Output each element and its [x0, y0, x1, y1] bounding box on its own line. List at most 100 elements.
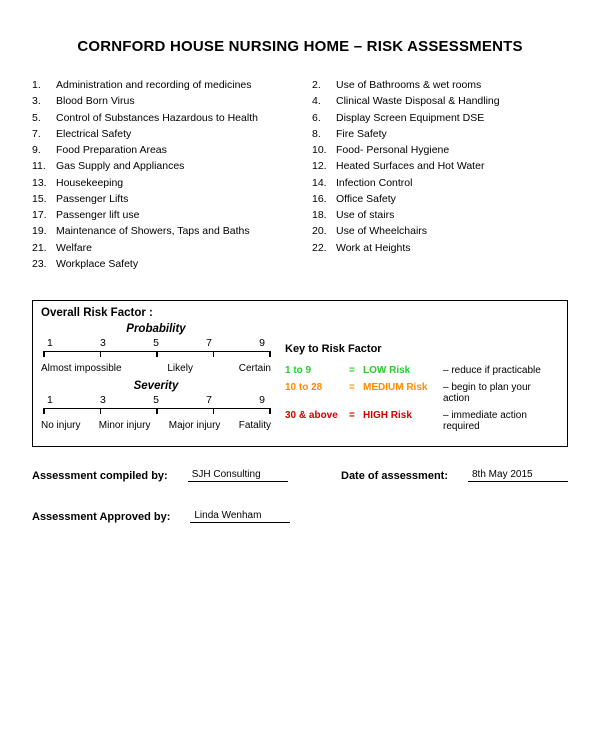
probability-heading: Probability [41, 323, 271, 335]
list-number: 23. [32, 256, 56, 272]
risk-key: Key to Risk Factor 1 to 9=LOW Risk– redu… [285, 323, 559, 438]
list-text: Infection Control [336, 175, 412, 191]
scale-number: 3 [100, 337, 106, 349]
list-number: 20. [312, 223, 336, 239]
list-number: 2. [312, 77, 336, 93]
list-item: 1.Administration and recording of medici… [32, 77, 288, 93]
list-number: 19. [32, 223, 56, 239]
scale-label: Almost impossible [41, 363, 122, 374]
list-text: Welfare [56, 240, 92, 256]
list-number: 8. [312, 126, 336, 142]
list-number: 21. [32, 240, 56, 256]
list-item: 3.Blood Born Virus [32, 93, 288, 109]
list-item: 19.Maintenance of Showers, Taps and Bath… [32, 223, 288, 239]
list-text: Use of stairs [336, 207, 394, 223]
list-number: 12. [312, 158, 336, 174]
scale-number: 1 [47, 394, 53, 406]
list-item: 17.Passenger lift use [32, 207, 288, 223]
compiled-by-label: Assessment compiled by: [32, 470, 168, 482]
key-action: – reduce if practicable [443, 365, 559, 376]
key-action: – immediate action required [443, 410, 559, 432]
scale-label: No injury [41, 420, 80, 431]
list-text: Blood Born Virus [56, 93, 135, 109]
scale-label: Certain [239, 363, 271, 374]
list-item: 16.Office Safety [312, 191, 568, 207]
list-text: Passenger Lifts [56, 191, 128, 207]
list-number: 17. [32, 207, 56, 223]
list-text: Maintenance of Showers, Taps and Baths [56, 223, 250, 239]
scale-label: Major injury [169, 420, 221, 431]
key-level: LOW Risk [363, 365, 443, 376]
list-number: 14. [312, 175, 336, 191]
list-item: 23.Workplace Safety [32, 256, 288, 272]
key-level: HIGH Risk [363, 410, 443, 421]
compiled-by-value: SJH Consulting [188, 469, 288, 482]
list-number: 4. [312, 93, 336, 109]
signature-row-1: Assessment compiled by: SJH Consulting D… [32, 469, 568, 482]
list-number: 22. [312, 240, 336, 256]
list-number: 15. [32, 191, 56, 207]
list-text: Gas Supply and Appliances [56, 158, 184, 174]
scales: Probability 1 3 5 7 9 Almost impossible Likel… [41, 323, 271, 438]
list-text: Food Preparation Areas [56, 142, 167, 158]
list-item: 10.Food- Personal Hygiene [312, 142, 568, 158]
list-text: Housekeeping [56, 175, 123, 191]
list-item: 6.Display Screen Equipment DSE [312, 110, 568, 126]
date-label: Date of assessment: [341, 470, 448, 482]
scale-label: Likely [167, 363, 193, 374]
box-title: Overall Risk Factor : [41, 307, 559, 319]
scale-number: 5 [153, 337, 159, 349]
list-text: Administration and recording of medicine… [56, 77, 252, 93]
key-level: MEDIUM Risk [363, 382, 443, 393]
assessment-list: 1.Administration and recording of medici… [32, 77, 568, 272]
key-range: 10 to 28 [285, 382, 349, 393]
list-text: Clinical Waste Disposal & Handling [336, 93, 500, 109]
key-equals: = [349, 410, 363, 421]
key-range: 1 to 9 [285, 365, 349, 376]
scale-number: 9 [259, 394, 265, 406]
approved-by-value: Linda Wenham [190, 510, 290, 523]
scale-label: Minor injury [99, 420, 151, 431]
scale-label: Fatality [239, 420, 271, 431]
list-text: Office Safety [336, 191, 396, 207]
list-number: 1. [32, 77, 56, 93]
list-number: 18. [312, 207, 336, 223]
list-item: 18.Use of stairs [312, 207, 568, 223]
list-item: 15.Passenger Lifts [32, 191, 288, 207]
list-text: Food- Personal Hygiene [336, 142, 449, 158]
list-item: 13.Housekeeping [32, 175, 288, 191]
list-item: 5.Control of Substances Hazardous to Hea… [32, 110, 288, 126]
list-number: 3. [32, 93, 56, 109]
list-number: 11. [32, 158, 56, 174]
list-text: Display Screen Equipment DSE [336, 110, 484, 126]
key-equals: = [349, 365, 363, 376]
list-text: Control of Substances Hazardous to Healt… [56, 110, 258, 126]
list-text: Heated Surfaces and Hot Water [336, 158, 484, 174]
list-text: Use of Bathrooms & wet rooms [336, 77, 481, 93]
list-item: 12.Heated Surfaces and Hot Water [312, 158, 568, 174]
list-number: 6. [312, 110, 336, 126]
scale-number: 1 [47, 337, 53, 349]
key-row: 10 to 28=MEDIUM Risk– begin to plan your… [285, 382, 559, 404]
list-item: 2.Use of Bathrooms & wet rooms [312, 77, 568, 93]
list-item: 9.Food Preparation Areas [32, 142, 288, 158]
list-item: 22.Work at Heights [312, 240, 568, 256]
list-text: Electrical Safety [56, 126, 131, 142]
severity-heading: Severity [41, 380, 271, 392]
list-number: 13. [32, 175, 56, 191]
list-number: 7. [32, 126, 56, 142]
key-row: 30 & above=HIGH Risk– immediate action r… [285, 410, 559, 432]
list-item: 7.Electrical Safety [32, 126, 288, 142]
list-text: Use of Wheelchairs [336, 223, 427, 239]
list-item: 21.Welfare [32, 240, 288, 256]
scale-number: 5 [153, 394, 159, 406]
list-item: 8.Fire Safety [312, 126, 568, 142]
scale-number: 7 [206, 337, 212, 349]
signature-row-2: Assessment Approved by: Linda Wenham [32, 510, 568, 523]
key-range: 30 & above [285, 410, 349, 421]
list-text: Passenger lift use [56, 207, 139, 223]
list-number: 16. [312, 191, 336, 207]
list-item: 11.Gas Supply and Appliances [32, 158, 288, 174]
list-text: Fire Safety [336, 126, 387, 142]
key-action: – begin to plan your action [443, 382, 559, 404]
